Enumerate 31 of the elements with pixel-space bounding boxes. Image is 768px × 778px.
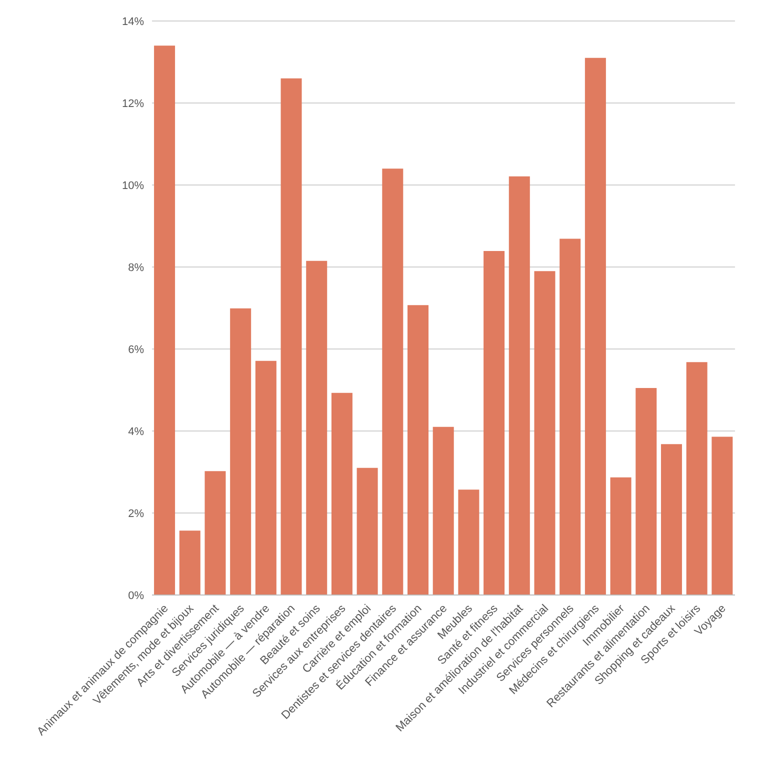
bar (484, 251, 505, 595)
bar (382, 168, 404, 595)
y-tick-label: 12% (122, 98, 144, 110)
bar (432, 426, 454, 595)
bar (331, 392, 352, 595)
bar (204, 471, 226, 595)
bar (154, 46, 176, 595)
bar (610, 477, 632, 595)
y-tick-label: 2% (128, 508, 144, 520)
bar (584, 58, 606, 595)
bar (306, 260, 328, 595)
y-tick-label: 6% (128, 344, 144, 356)
y-tick-label: 10% (122, 180, 144, 192)
bar (255, 360, 276, 595)
bar (686, 362, 708, 595)
bar (280, 78, 302, 595)
y-tick-label: 14% (122, 16, 144, 28)
bar (560, 238, 581, 595)
y-tick-label: 8% (128, 262, 144, 274)
y-tick-label: 4% (128, 426, 144, 438)
bar (408, 305, 429, 595)
y-tick-label: 0% (128, 590, 144, 602)
bar (660, 444, 682, 595)
bar (179, 530, 200, 595)
bar (712, 436, 733, 595)
bar (458, 490, 480, 595)
bar (230, 308, 252, 595)
bar (356, 468, 378, 595)
bar (534, 271, 556, 595)
bar (636, 388, 657, 595)
bar (508, 176, 530, 595)
